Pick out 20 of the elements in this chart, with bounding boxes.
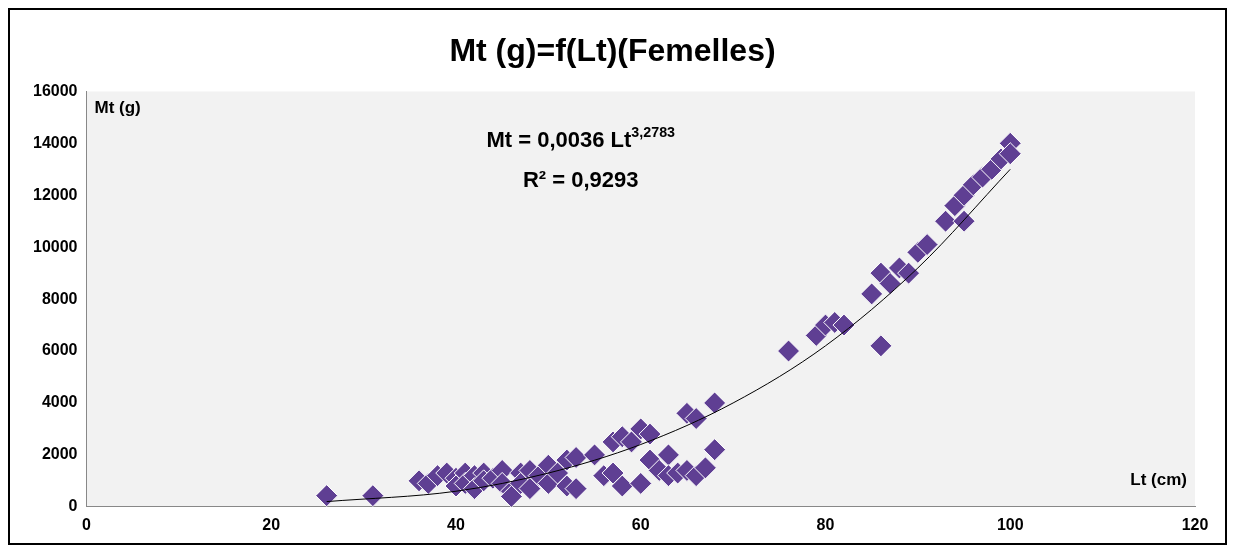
y-axis-title: Mt (g) [94, 97, 141, 117]
annotation: R² = 0,9293 [522, 167, 639, 193]
x-axis-title: Lt (cm) [1130, 469, 1187, 489]
x-tick-label: 60 [631, 515, 650, 533]
y-tick-label: 12000 [32, 185, 78, 203]
chart-title: Mt (g)=f(Lt)(Femelles) [449, 32, 776, 69]
y-tick-label: 4000 [41, 393, 78, 411]
y-tick-label: 10000 [32, 237, 78, 255]
x-tick-label: 40 [447, 515, 465, 533]
y-tick-label: 14000 [32, 133, 78, 151]
x-tick-label: 120 [1181, 515, 1209, 533]
y-tick-label: 16000 [32, 81, 78, 99]
x-tick-label: 80 [816, 515, 835, 533]
y-tick-label: 8000 [41, 289, 78, 307]
x-tick-label: 0 [82, 515, 92, 533]
x-tick-label: 100 [996, 515, 1024, 533]
x-tick-label: 20 [262, 515, 281, 533]
y-tick-label: 0 [68, 497, 78, 515]
y-tick-label: 2000 [41, 445, 78, 463]
y-tick-label: 6000 [41, 341, 78, 359]
